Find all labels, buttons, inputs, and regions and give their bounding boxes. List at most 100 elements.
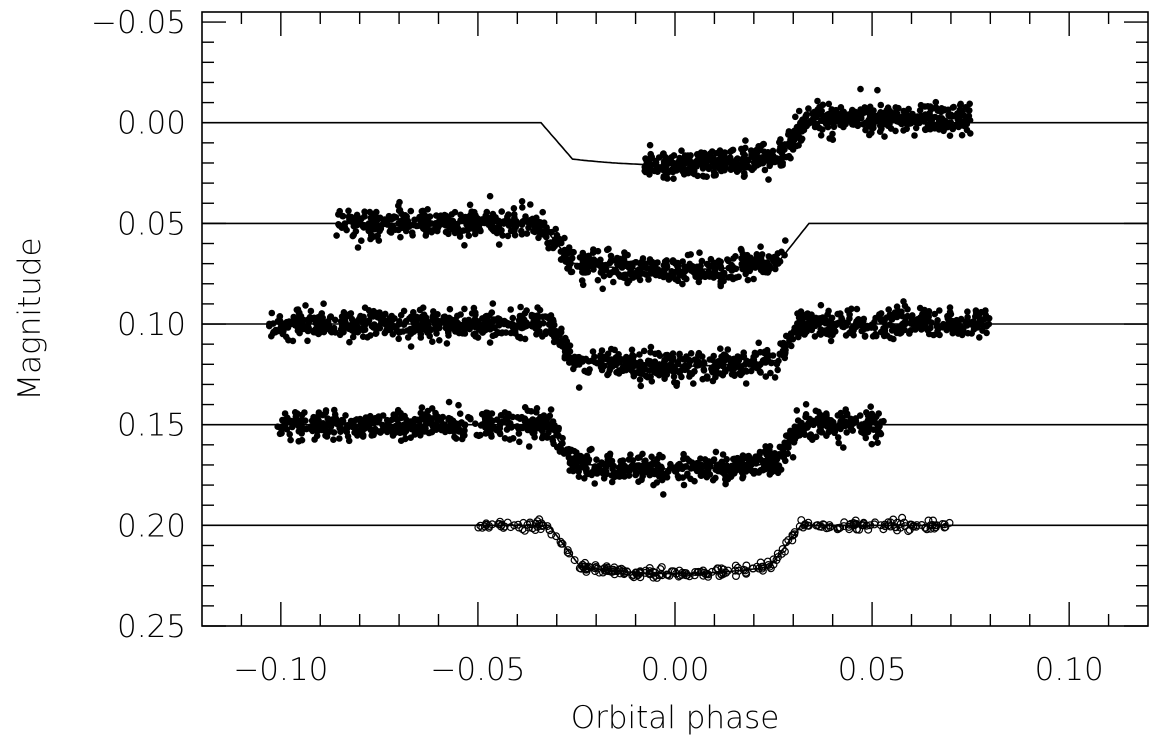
data-point <box>649 470 657 477</box>
data-point <box>512 223 519 231</box>
data-point <box>358 237 365 244</box>
data-point <box>359 426 367 434</box>
data-point <box>412 321 420 328</box>
data-point <box>704 572 713 581</box>
data-point <box>276 430 284 438</box>
data-point <box>495 223 503 230</box>
data-point <box>523 307 530 314</box>
data-point <box>802 311 810 319</box>
data-point <box>687 251 694 258</box>
data-point <box>691 267 699 275</box>
data-point <box>486 421 494 428</box>
data-point <box>717 564 726 573</box>
data-point <box>660 266 668 274</box>
data-point <box>504 232 512 240</box>
data-point <box>935 126 943 133</box>
data-point <box>824 311 831 318</box>
data-point <box>774 469 782 477</box>
data-point <box>762 373 770 380</box>
data-point <box>723 456 730 463</box>
data-point <box>354 244 362 251</box>
data-point <box>672 367 679 375</box>
data-point <box>359 333 367 341</box>
data-point <box>967 130 974 137</box>
x-tick-label: 0.10 <box>1035 652 1104 688</box>
data-point <box>827 318 834 325</box>
data-point <box>911 132 918 139</box>
data-point <box>419 304 427 312</box>
data-point <box>657 365 664 373</box>
data-point <box>581 475 588 482</box>
data-point <box>365 307 373 314</box>
data-point <box>656 565 665 574</box>
data-point <box>751 459 759 466</box>
data-point <box>787 427 794 435</box>
data-point <box>634 454 642 462</box>
data-point <box>679 258 686 265</box>
data-point <box>297 312 305 320</box>
data-point <box>853 109 861 116</box>
data-point <box>837 121 844 129</box>
data-point <box>558 325 565 333</box>
data-point <box>823 330 830 338</box>
data-point <box>751 159 758 167</box>
data-point <box>367 235 374 243</box>
data-point <box>698 353 706 360</box>
data-point <box>417 409 425 417</box>
model-line-1 <box>202 121 1148 166</box>
data-point <box>737 364 745 371</box>
data-point <box>547 425 554 433</box>
data-point <box>849 120 856 127</box>
data-point <box>754 253 762 260</box>
data-point <box>395 335 403 343</box>
data-point <box>924 516 933 525</box>
data-point <box>641 468 648 475</box>
data-point <box>724 346 732 353</box>
data-point <box>477 431 484 439</box>
data-point <box>728 274 736 281</box>
series-1-points <box>641 85 974 183</box>
data-point <box>499 232 506 239</box>
data-point <box>646 256 654 263</box>
data-point <box>661 375 668 383</box>
data-point <box>311 436 318 443</box>
data-point <box>820 520 829 529</box>
data-point <box>413 222 421 230</box>
data-point <box>301 409 308 416</box>
data-point <box>817 411 824 419</box>
data-point <box>857 520 866 529</box>
data-point <box>674 572 683 581</box>
data-point <box>712 474 719 482</box>
data-point <box>932 521 941 530</box>
data-point <box>979 327 986 334</box>
data-point <box>446 427 453 435</box>
data-point <box>712 367 719 375</box>
data-point <box>629 356 637 364</box>
data-point <box>936 118 944 126</box>
data-point <box>605 245 612 253</box>
data-point <box>322 423 329 430</box>
data-point <box>534 312 542 319</box>
data-point <box>483 208 491 216</box>
data-point <box>465 413 472 421</box>
data-point <box>274 317 282 325</box>
data-point <box>764 560 773 569</box>
data-point <box>792 113 799 121</box>
y-tick-label: 0.20 <box>117 508 186 544</box>
data-point <box>517 303 524 311</box>
data-point <box>392 324 400 332</box>
data-point <box>917 520 926 529</box>
data-point <box>731 464 738 471</box>
plot-frame <box>201 11 1149 627</box>
data-point <box>683 353 690 360</box>
data-point <box>699 571 708 580</box>
data-point <box>801 431 809 439</box>
data-point <box>719 162 727 170</box>
data-point <box>529 418 537 426</box>
data-point <box>451 433 458 441</box>
data-point <box>636 567 645 576</box>
data-point <box>656 352 664 360</box>
data-point <box>782 332 790 340</box>
data-point <box>545 526 554 535</box>
data-point <box>781 439 788 447</box>
